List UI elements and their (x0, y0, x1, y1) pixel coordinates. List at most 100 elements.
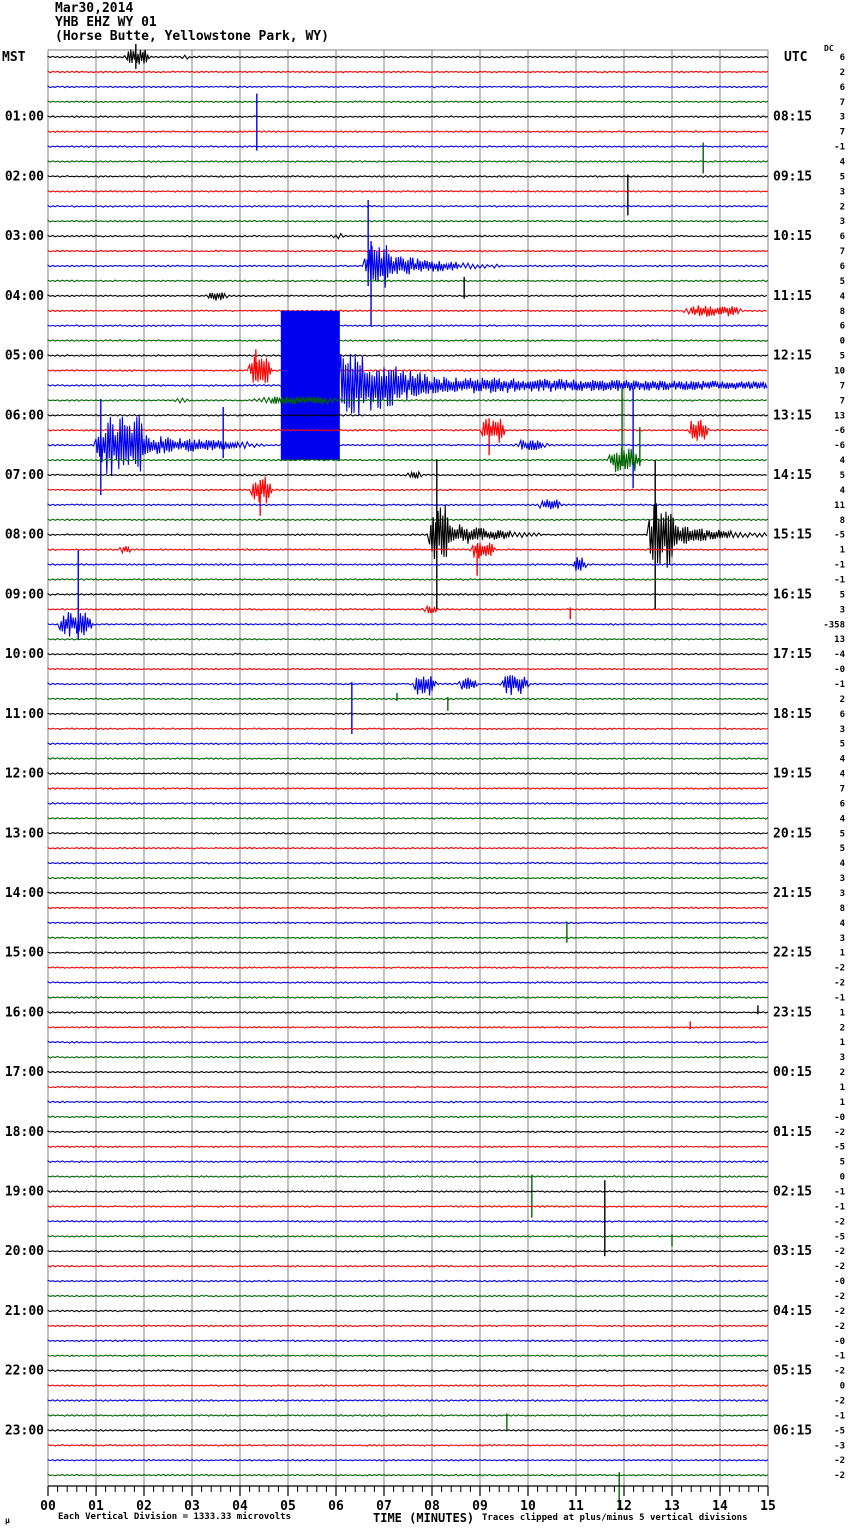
dc-value: 3 (840, 605, 845, 615)
x-tick-label: 11 (568, 1499, 584, 1514)
dc-value: 5 (840, 172, 845, 182)
trace-row-87 (47, 1354, 769, 1358)
dc-value: -0 (834, 665, 845, 675)
seismic-traces (47, 44, 769, 1511)
dc-value: -2 (834, 1456, 845, 1466)
dc-value: -1 (834, 993, 845, 1003)
trace-row-90 (47, 1399, 769, 1402)
trace-row-86 (47, 1339, 769, 1343)
x-tick-label: 03 (184, 1499, 200, 1514)
trace-row-47 (47, 756, 769, 761)
dc-value: -2 (834, 1217, 845, 1227)
dc-value: 0 (840, 1382, 845, 1392)
dc-value: 1 (840, 1008, 845, 1018)
trace-row-75 (47, 1175, 769, 1179)
trace-row-95 (47, 1473, 769, 1477)
trace-row-49 (47, 787, 769, 790)
utc-label: 03:15 (773, 1244, 812, 1259)
x-tick-label: 02 (136, 1499, 152, 1514)
utc-label: 19:15 (773, 767, 812, 782)
mst-label: 11:00 (5, 707, 44, 722)
trace-row-73 (47, 1145, 769, 1149)
trace-row-31 (47, 518, 769, 522)
dc-value: -0 (834, 1337, 845, 1347)
trace-row-43 (47, 697, 769, 701)
x-tick-label: 06 (328, 1499, 344, 1514)
clipped-event-block (280, 310, 340, 461)
dc-value: 1 (840, 949, 845, 959)
dc-value: 4 (840, 755, 846, 765)
mst-label: 16:00 (5, 1005, 44, 1020)
x-tick-label: 05 (280, 1499, 296, 1514)
trace-row-84 (47, 1309, 769, 1313)
trace-row-62 (47, 981, 769, 984)
left-axis-title: MST (2, 50, 26, 65)
utc-label: 00:15 (773, 1065, 812, 1080)
utc-label: 15:15 (773, 528, 812, 543)
dc-value: -2 (834, 1128, 845, 1138)
trace-row-77 (47, 1205, 769, 1208)
dc-value: 6 (840, 322, 845, 332)
utc-label: 09:15 (773, 169, 812, 184)
trace-row-10 (47, 204, 769, 208)
dc-value: -2 (834, 1471, 845, 1481)
mst-label: 09:00 (5, 587, 44, 602)
mst-label: 19:00 (5, 1185, 44, 1200)
footer-scale-note: Each Vertical Division = 1333.33 microvo… (58, 1512, 291, 1522)
utc-label: 13:15 (773, 408, 812, 423)
trace-row-38 (47, 612, 768, 637)
dc-value: 7 (840, 396, 845, 406)
dc-value: 8 (840, 307, 845, 317)
dc-value: 1 (840, 1098, 845, 1108)
trace-row-91 (47, 1413, 769, 1417)
dc-value: -1 (834, 1411, 845, 1421)
trace-row-65 (47, 1025, 769, 1029)
dc-value: -1 (834, 1202, 845, 1212)
trace-row-30 (47, 499, 769, 510)
mst-label: 06:00 (5, 408, 44, 423)
trace-row-46 (47, 742, 769, 746)
header-date: Mar30,2014 (55, 1, 134, 16)
dc-value: 5 (840, 277, 845, 287)
trace-row-18 (47, 324, 769, 328)
utc-label: 04:15 (773, 1304, 812, 1319)
utc-label: 11:15 (773, 289, 812, 304)
dc-value: -2 (834, 1397, 845, 1407)
trace-row-22 (47, 354, 768, 416)
dc-value: 5 (840, 740, 845, 750)
dc-value: 6 (840, 232, 845, 242)
trace-row-15 (47, 279, 769, 283)
time-axis (47, 1485, 769, 1496)
utc-label: 22:15 (773, 946, 812, 961)
x-axis-title: TIME (MINUTES) (373, 1511, 475, 1525)
trace-row-85 (47, 1324, 769, 1328)
trace-row-78 (47, 1219, 769, 1223)
x-tick-label: 00 (40, 1499, 56, 1514)
dc-value: 5 (840, 471, 845, 481)
dc-value: -2 (834, 1307, 845, 1317)
dc-value: 7 (840, 247, 845, 257)
dc-value: 4 (840, 919, 846, 929)
dc-value: 2 (840, 1023, 845, 1033)
dc-value: -2 (834, 964, 845, 974)
mst-label: 05:00 (5, 349, 44, 364)
dc-value: -2 (834, 979, 845, 989)
dc-value: 3 (840, 1053, 845, 1063)
trace-row-40 (47, 652, 769, 656)
dc-value: -1 (834, 561, 845, 571)
dc-value: 4 (840, 292, 846, 302)
trace-row-83 (47, 1294, 769, 1298)
trace-row-71 (47, 1115, 769, 1119)
trace-row-74 (47, 1160, 769, 1164)
mst-label: 21:00 (5, 1304, 44, 1319)
dc-value: 6 (840, 710, 845, 720)
dc-value: 4 (840, 486, 846, 496)
dc-value: 10 (834, 366, 845, 376)
dc-value: -358 (823, 620, 845, 630)
trace-row-93 (47, 1443, 769, 1447)
dc-value: -2 (834, 1322, 845, 1332)
trace-row-26 (47, 415, 769, 477)
trace-row-23 (47, 395, 767, 406)
trace-row-17 (47, 305, 768, 317)
